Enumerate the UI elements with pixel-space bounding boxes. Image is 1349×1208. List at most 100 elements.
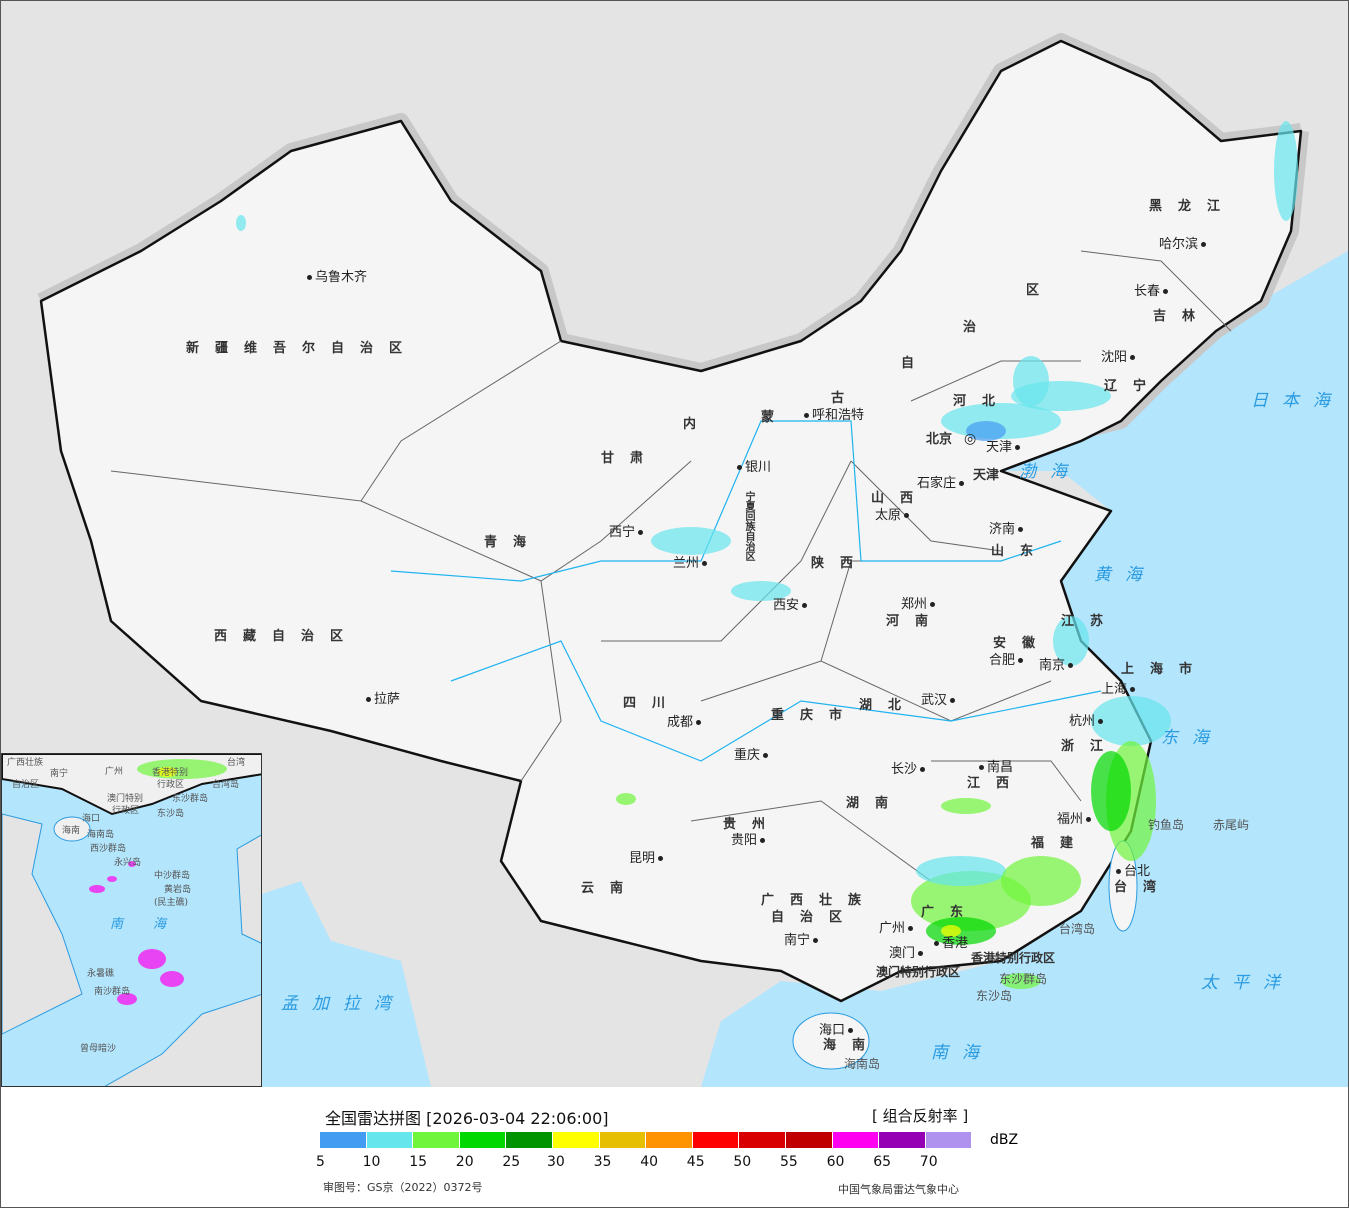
city-dot-icon (1163, 289, 1169, 294)
city-label[interactable]: 拉萨 (363, 693, 400, 707)
province-label: 重庆市 (771, 708, 859, 723)
province-label: 西藏自治区 (214, 629, 360, 644)
radar-echo (1091, 696, 1171, 746)
city-name: 香港 (942, 936, 969, 951)
radar-echo (1274, 121, 1298, 221)
radar-echo (911, 871, 1031, 931)
city-label[interactable]: 广州 (879, 922, 916, 936)
radar-echo (916, 856, 1006, 886)
city-dot-icon (959, 481, 965, 486)
sea-label: 日本海 (1251, 391, 1344, 411)
province-label: 广东 (921, 905, 980, 920)
province-label: 青海 (484, 535, 543, 550)
city-dot-icon (1130, 355, 1136, 360)
radar-echo (731, 581, 791, 601)
inset-label: 曾母暗沙 (80, 1044, 117, 1054)
inset-label: 澳门特别 (107, 794, 144, 804)
city-label[interactable]: 香港 (931, 937, 968, 951)
city-name: 石家庄 (917, 476, 957, 491)
radar-echo (157, 767, 177, 777)
city-label[interactable]: 呼和浩特 (801, 409, 864, 423)
province-label: 辽宁 (1104, 379, 1163, 394)
tick-label: 45 (686, 1154, 705, 1170)
province-label: 山西 (871, 491, 930, 506)
province-label: 山东 (991, 544, 1050, 559)
inset-label: 自治区 (12, 780, 40, 790)
color-swatch (925, 1132, 972, 1148)
city-label[interactable]: 昆明 (629, 852, 666, 866)
radar-echo (941, 925, 961, 937)
province-label: 北京 (926, 432, 953, 447)
city-label[interactable]: 太原 (875, 509, 912, 523)
city-label[interactable]: 海口 (819, 1024, 856, 1038)
tick-label: 55 (780, 1154, 798, 1170)
legend-panel: 全国雷达拼图 [2026-03-04 22:06:00] [ 组合反射率 ] 5… (0, 1087, 1349, 1208)
city-name: 广州 (879, 921, 906, 936)
product-type: [ 组合反射率 ] (872, 1107, 969, 1125)
sea-label: 太平洋 (1201, 973, 1294, 993)
city-dot-icon (950, 698, 956, 703)
city-label[interactable]: 南昌 (976, 761, 1013, 775)
city-name: 西宁 (609, 525, 636, 540)
city-label[interactable]: 成都 (667, 716, 704, 730)
city-label[interactable]: 乌鲁木齐 (304, 271, 367, 285)
inset-label: 台湾岛 (212, 780, 240, 790)
city-label[interactable]: 南宁 (784, 934, 821, 948)
province-label: 治 (963, 320, 993, 335)
city-label[interactable]: 南京 (1039, 659, 1076, 673)
city-name: 长沙 (891, 762, 918, 777)
sea-label: 东海 (1161, 728, 1223, 748)
sea-label: 孟加拉湾 (281, 994, 405, 1014)
city-label[interactable]: 银川 (734, 461, 771, 475)
city-label[interactable]: 武汉 (921, 694, 958, 708)
city-label[interactable]: 郑州 (901, 598, 938, 612)
city-dot-icon (1201, 242, 1207, 247)
city-label[interactable]: 上海 (1101, 683, 1138, 697)
city-label[interactable]: 天津 (986, 441, 1023, 455)
city-name: 长春 (1134, 284, 1161, 299)
city-label[interactable]: 石家庄 (917, 477, 967, 491)
city-label[interactable]: 西安 (773, 599, 810, 613)
province-label: 浙江 (1061, 739, 1120, 754)
city-label[interactable]: 哈尔滨 (1159, 238, 1209, 252)
city-label[interactable]: 西宁 (609, 526, 646, 540)
province-label: 区 (1026, 283, 1056, 298)
inset-label: 行政区 (112, 806, 140, 816)
tick-label: 30 (547, 1154, 565, 1170)
radar-echo (1053, 616, 1089, 666)
city-label[interactable]: 济南 (989, 523, 1026, 537)
inset-label: 东沙岛 (157, 809, 185, 819)
city-label[interactable]: 澳门 (889, 947, 926, 961)
inset-label: 永暑礁 (87, 969, 115, 979)
city-label[interactable]: 台北 (1113, 865, 1150, 879)
south-china-sea-inset[interactable]: 广西壮族 自治区 南宁 广州 香港特别 行政区 澳门特别 行政区 东沙群岛 东沙岛 台湾 台湾岛 海口海… (1, 753, 262, 1087)
sea-label: 黄海 (1094, 565, 1156, 585)
city-label[interactable]: 兰州 (673, 557, 710, 571)
city-name: 郑州 (901, 597, 928, 612)
city-label[interactable]: 重庆 (734, 749, 771, 763)
map-shapes (37, 33, 1348, 1087)
city-label[interactable]: 长沙 (891, 763, 928, 777)
city-label[interactable]: 沈阳 (1101, 351, 1138, 365)
inset-east-land (236, 834, 261, 944)
city-dot-icon (979, 765, 984, 770)
city-label[interactable]: 福州 (1057, 813, 1094, 827)
city-name: 昆明 (629, 851, 656, 866)
map-approval-number: 审图号：GS京（2022）0372号 (323, 1181, 483, 1194)
city-dot-icon (1018, 527, 1024, 532)
city-label[interactable]: 贵阳 (731, 834, 768, 848)
color-swatch (366, 1132, 413, 1148)
province-label: 自治区 (771, 910, 859, 925)
city-label[interactable]: 合肥 (989, 654, 1026, 668)
radar-echo (1091, 751, 1131, 831)
bay-of-bengal (231, 881, 431, 1087)
city-label[interactable]: 长春 (1134, 285, 1171, 299)
radar-echo (1001, 856, 1081, 906)
city-name: 呼和浩特 (812, 408, 865, 423)
province-label: 黑龙江 (1149, 199, 1237, 214)
color-swatch (553, 1132, 599, 1148)
island-label: 台湾岛 (1059, 922, 1096, 936)
city-name: 拉萨 (374, 692, 401, 707)
tick-label: 20 (455, 1154, 474, 1170)
city-label[interactable]: 杭州 (1069, 715, 1106, 729)
